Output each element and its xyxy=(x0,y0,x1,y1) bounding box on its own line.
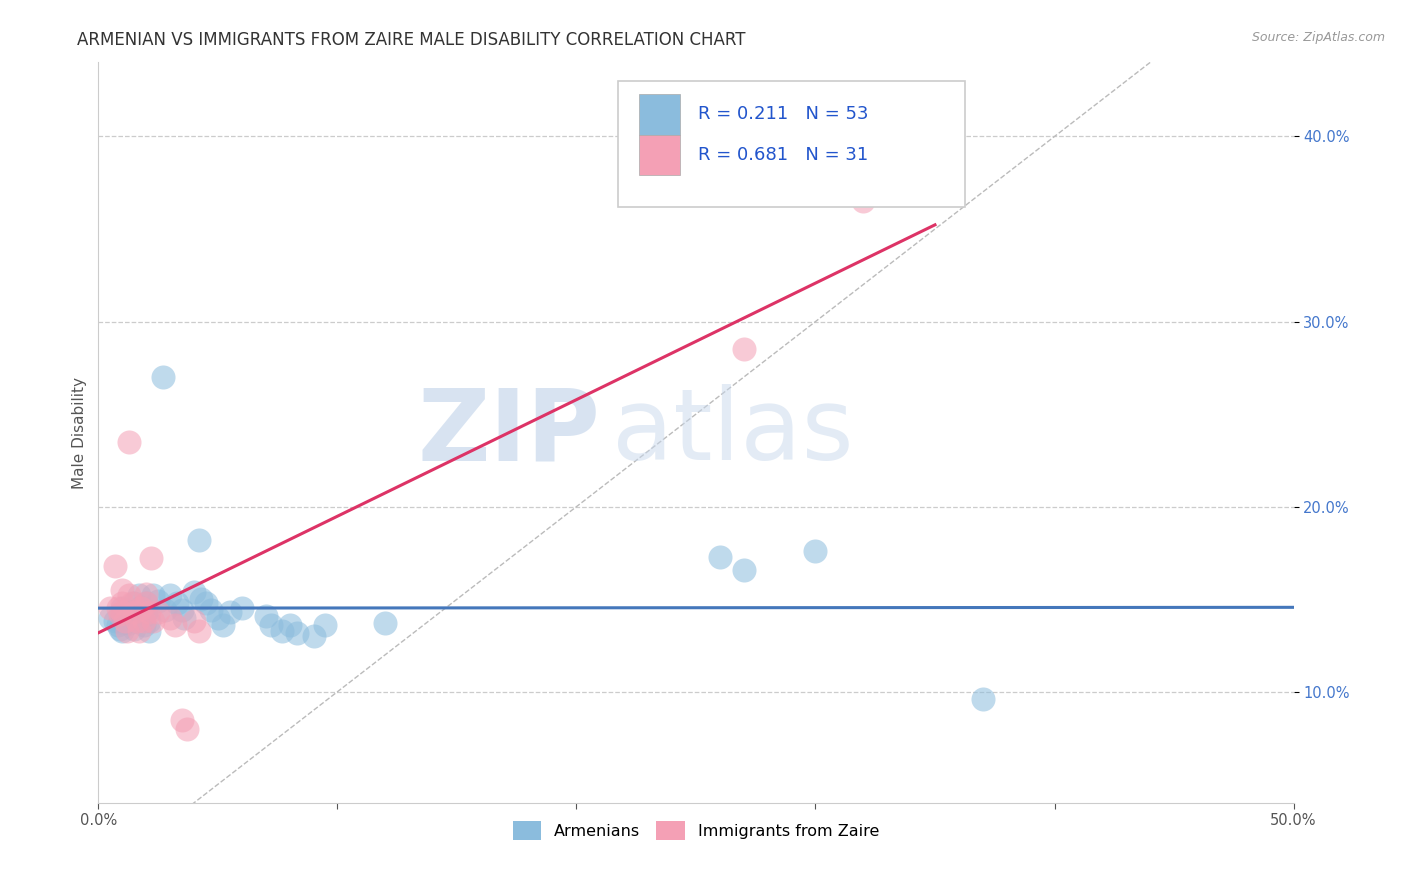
Point xyxy=(138,624,160,638)
Point xyxy=(172,603,194,617)
Point xyxy=(115,615,138,629)
Point xyxy=(118,589,141,603)
Point xyxy=(131,599,153,614)
Point xyxy=(271,624,294,638)
Point xyxy=(131,601,153,615)
Point xyxy=(148,605,170,619)
Point xyxy=(138,605,160,619)
Point xyxy=(195,596,218,610)
Point xyxy=(111,596,134,610)
Point xyxy=(163,618,186,632)
Point xyxy=(135,596,157,610)
Point xyxy=(111,601,134,615)
Point xyxy=(111,624,134,638)
Point xyxy=(98,610,122,624)
Point xyxy=(124,605,146,619)
Point xyxy=(124,615,146,629)
Point xyxy=(183,615,205,629)
Point xyxy=(173,610,195,624)
Point xyxy=(115,624,138,638)
Legend: Armenians, Immigrants from Zaire: Armenians, Immigrants from Zaire xyxy=(506,814,886,847)
Point xyxy=(107,618,129,632)
Point xyxy=(111,608,134,623)
Point xyxy=(159,610,181,624)
Point xyxy=(104,558,127,573)
Point xyxy=(148,594,170,608)
Point xyxy=(125,615,148,629)
Point xyxy=(114,615,136,629)
Point xyxy=(132,618,155,632)
Point xyxy=(111,605,134,619)
Point xyxy=(115,607,138,621)
Text: R = 0.681   N = 31: R = 0.681 N = 31 xyxy=(699,146,869,164)
Point xyxy=(254,608,277,623)
Point xyxy=(135,587,157,601)
Point xyxy=(132,608,155,623)
Point xyxy=(259,618,281,632)
Point xyxy=(172,713,194,727)
Point xyxy=(804,544,827,558)
Point xyxy=(374,616,396,631)
Point xyxy=(124,622,146,636)
Point xyxy=(207,610,229,624)
Point xyxy=(107,601,129,615)
Point xyxy=(124,605,146,619)
Point xyxy=(139,551,162,566)
Text: ZIP: ZIP xyxy=(418,384,600,481)
Y-axis label: Male Disability: Male Disability xyxy=(72,376,87,489)
Point xyxy=(128,624,150,638)
Point xyxy=(108,607,131,621)
Point xyxy=(142,589,165,603)
Point xyxy=(121,596,143,610)
Point xyxy=(135,596,157,610)
Bar xyxy=(638,94,681,135)
Bar xyxy=(638,135,681,176)
Point xyxy=(132,615,155,629)
Point xyxy=(108,622,131,636)
Point xyxy=(231,601,253,615)
Point xyxy=(190,592,212,607)
Point xyxy=(176,722,198,736)
Point xyxy=(118,616,141,631)
Point xyxy=(709,549,731,564)
Text: ARMENIAN VS IMMIGRANTS FROM ZAIRE MALE DISABILITY CORRELATION CHART: ARMENIAN VS IMMIGRANTS FROM ZAIRE MALE D… xyxy=(77,31,745,49)
Point xyxy=(733,563,755,577)
Point xyxy=(278,618,301,632)
Text: Source: ZipAtlas.com: Source: ZipAtlas.com xyxy=(1251,31,1385,45)
FancyBboxPatch shape xyxy=(619,81,965,207)
Point xyxy=(118,605,141,619)
Text: atlas: atlas xyxy=(613,384,853,481)
Point xyxy=(187,533,209,547)
Point xyxy=(124,596,146,610)
Point xyxy=(155,603,177,617)
Point xyxy=(302,629,325,643)
Point xyxy=(111,582,134,597)
Point xyxy=(128,589,150,603)
Point xyxy=(166,596,188,610)
Point xyxy=(183,584,205,599)
Point xyxy=(159,589,181,603)
Point xyxy=(285,625,308,640)
Point xyxy=(187,624,209,638)
Point xyxy=(135,605,157,619)
Point xyxy=(118,434,141,449)
Point xyxy=(315,618,337,632)
Point xyxy=(111,616,134,631)
Point xyxy=(104,615,127,629)
Point xyxy=(211,618,233,632)
Point xyxy=(138,615,160,629)
Text: R = 0.211   N = 53: R = 0.211 N = 53 xyxy=(699,105,869,123)
Point xyxy=(219,605,242,619)
Point xyxy=(200,603,222,617)
Point xyxy=(852,194,875,209)
Point xyxy=(98,601,122,615)
Point xyxy=(142,615,165,629)
Point xyxy=(972,692,994,706)
Point xyxy=(733,343,755,357)
Point xyxy=(152,370,174,384)
